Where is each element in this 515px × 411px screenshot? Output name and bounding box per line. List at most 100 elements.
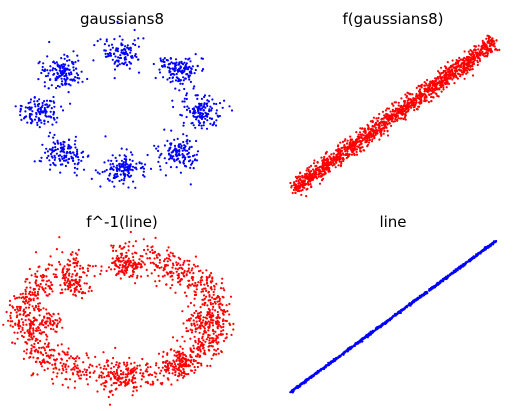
data-point bbox=[31, 305, 34, 308]
data-point bbox=[71, 156, 74, 159]
data-point bbox=[42, 307, 45, 310]
data-point bbox=[180, 278, 183, 281]
data-point bbox=[203, 331, 206, 334]
data-point bbox=[22, 296, 25, 299]
data-point bbox=[35, 279, 38, 282]
data-point bbox=[198, 331, 201, 334]
data-point bbox=[59, 292, 62, 295]
data-point bbox=[345, 156, 348, 160]
data-point bbox=[190, 355, 193, 359]
data-point bbox=[293, 186, 296, 189]
data-point bbox=[210, 109, 213, 112]
data-point bbox=[219, 332, 222, 335]
data-point bbox=[93, 275, 96, 278]
panel-title-line: line bbox=[379, 213, 406, 231]
data-point bbox=[171, 336, 175, 339]
data-point bbox=[351, 145, 354, 148]
data-point bbox=[85, 369, 89, 372]
data-point bbox=[32, 297, 35, 300]
data-point bbox=[430, 81, 433, 85]
data-point bbox=[132, 370, 135, 373]
data-point bbox=[13, 331, 16, 334]
data-point bbox=[460, 62, 463, 65]
data-point bbox=[130, 380, 133, 383]
data-point bbox=[137, 71, 141, 74]
data-point bbox=[72, 261, 76, 264]
data-point bbox=[155, 147, 158, 150]
data-point bbox=[38, 309, 41, 312]
data-point bbox=[93, 370, 96, 373]
data-point bbox=[403, 102, 406, 105]
data-point bbox=[347, 154, 350, 157]
data-point bbox=[145, 252, 148, 255]
data-point bbox=[344, 150, 347, 153]
data-point bbox=[182, 124, 185, 127]
data-point bbox=[66, 59, 69, 62]
data-point bbox=[151, 249, 154, 252]
data-point bbox=[179, 283, 182, 286]
data-point bbox=[109, 163, 112, 166]
data-point bbox=[193, 85, 196, 88]
data-point bbox=[140, 275, 143, 278]
data-point bbox=[20, 296, 23, 299]
data-point bbox=[130, 362, 133, 365]
data-point bbox=[118, 244, 122, 247]
data-point bbox=[69, 264, 72, 267]
data-point bbox=[163, 144, 166, 147]
data-point bbox=[481, 41, 485, 45]
data-point bbox=[55, 68, 58, 72]
data-point bbox=[347, 146, 350, 149]
data-point bbox=[222, 287, 225, 290]
data-point bbox=[165, 370, 168, 373]
data-point bbox=[183, 97, 186, 100]
data-point bbox=[115, 59, 118, 62]
data-point bbox=[127, 259, 130, 263]
data-point bbox=[80, 297, 84, 300]
data-point bbox=[133, 261, 137, 264]
data-point bbox=[100, 269, 103, 272]
data-point bbox=[228, 313, 231, 316]
data-point bbox=[193, 366, 196, 369]
data-point bbox=[198, 347, 201, 350]
data-point bbox=[323, 172, 326, 175]
data-point bbox=[473, 55, 476, 58]
data-point bbox=[180, 62, 183, 65]
data-point bbox=[426, 89, 429, 92]
data-point bbox=[170, 129, 173, 132]
data-point bbox=[102, 382, 105, 385]
data-point bbox=[65, 368, 68, 371]
data-point bbox=[128, 67, 131, 70]
data-point bbox=[174, 147, 177, 150]
data-point bbox=[187, 263, 190, 266]
data-point bbox=[43, 316, 46, 319]
data-point bbox=[47, 263, 50, 266]
data-point bbox=[61, 109, 65, 112]
data-point bbox=[47, 345, 50, 348]
data-point bbox=[191, 107, 194, 111]
data-point bbox=[185, 165, 188, 168]
data-point bbox=[361, 133, 364, 136]
data-point bbox=[64, 353, 67, 356]
data-point bbox=[126, 269, 129, 272]
data-point bbox=[92, 371, 95, 374]
data-point bbox=[194, 369, 197, 372]
data-point bbox=[125, 63, 129, 66]
data-point bbox=[212, 305, 215, 308]
data-point bbox=[193, 323, 196, 326]
data-point bbox=[222, 322, 225, 326]
data-point bbox=[48, 286, 52, 289]
data-point bbox=[188, 147, 191, 151]
data-point bbox=[64, 79, 67, 82]
data-point bbox=[107, 373, 110, 376]
data-point bbox=[402, 110, 406, 113]
data-point bbox=[94, 355, 97, 358]
data-point bbox=[182, 261, 185, 264]
panel-title-gaussians8: gaussians8 bbox=[80, 10, 164, 28]
data-point bbox=[189, 301, 192, 305]
data-point bbox=[74, 357, 78, 360]
data-point bbox=[67, 365, 70, 368]
data-point bbox=[28, 281, 31, 284]
data-point bbox=[461, 73, 464, 76]
data-point bbox=[155, 362, 158, 365]
data-point bbox=[15, 305, 19, 308]
